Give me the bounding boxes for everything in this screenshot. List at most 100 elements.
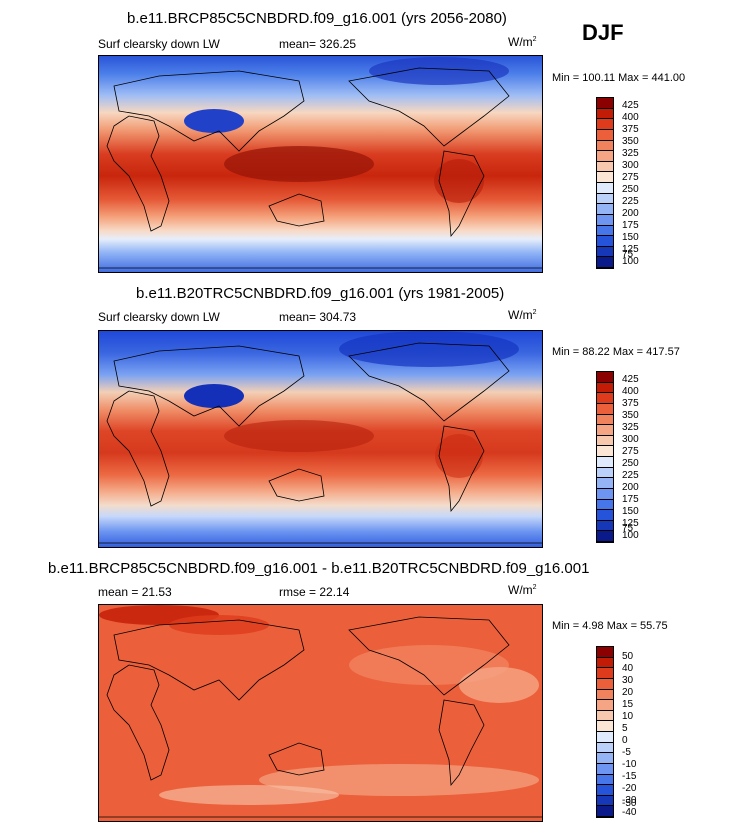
panel1-tick: 325 <box>622 148 639 159</box>
panel3-minmax: Min = 4.98 Max = 55.75 <box>552 620 668 632</box>
panel3-tick: -10 <box>622 759 637 770</box>
panel3-australia <box>268 742 325 776</box>
panel3-map <box>98 604 543 822</box>
panel3-unit: W/m2 <box>508 583 537 597</box>
panel1-tick: 200 <box>622 208 639 219</box>
panel1-coastlines <box>99 67 542 269</box>
colorbar-segment <box>597 236 613 247</box>
panel3-south-america <box>438 699 485 787</box>
panel3-colorbar <box>596 646 614 818</box>
colorbar-segment <box>597 414 613 426</box>
panel2-tick: 225 <box>622 470 639 481</box>
colorbar-segment <box>597 678 613 690</box>
colorbar-segment <box>597 403 613 415</box>
colorbar-segment <box>597 140 613 152</box>
panel3-north-america <box>348 616 510 696</box>
panel1-map <box>98 55 543 273</box>
panel1-south-america <box>438 150 485 238</box>
colorbar-segment <box>597 382 613 394</box>
panel2-title: b.e11.B20TRC5CNBDRD.f09_g16.001 (yrs 198… <box>136 285 505 302</box>
colorbar-segment <box>597 510 613 521</box>
panel3-tick: -15 <box>622 771 637 782</box>
panel1-title: b.e11.BRCP85C5CNBDRD.f09_g16.001 (yrs 20… <box>127 10 507 27</box>
panel2-tick: 425 <box>622 374 639 385</box>
panel1-colorbar <box>596 97 614 269</box>
panel2-tick: 75 <box>622 523 634 535</box>
colorbar-segment <box>597 689 613 701</box>
panel3-tick: 50 <box>622 651 634 662</box>
colorbar-segment <box>597 700 613 711</box>
panel2-arctic-cold <box>339 331 519 367</box>
panel2-tick: 375 <box>622 398 639 409</box>
panel3-rmse-label: rmse = 22.14 <box>279 585 350 599</box>
colorbar-segment <box>597 161 613 173</box>
colorbar-segment <box>597 785 613 796</box>
panel1-arctic-cold <box>369 57 509 85</box>
colorbar-segment <box>597 763 613 775</box>
panel1-tick: 175 <box>622 220 639 231</box>
panel1-tick: 375 <box>622 124 639 135</box>
panel1-tick: 250 <box>622 184 639 195</box>
colorbar-segment <box>597 435 613 447</box>
colorbar-segment <box>597 108 613 120</box>
panel3-eurasia <box>113 619 305 701</box>
panel3-tick: 15 <box>622 699 634 710</box>
colorbar-segment <box>597 721 613 732</box>
colorbar-segment <box>597 806 613 817</box>
panel1-warm-pool <box>224 146 374 182</box>
colorbar-segment <box>597 710 613 722</box>
panel2-mean-label: mean= 304.73 <box>279 310 357 324</box>
colorbar-segment <box>597 393 613 404</box>
panel3-tick: -20 <box>622 783 637 794</box>
colorbar-segment <box>597 151 613 162</box>
colorbar-segment <box>597 214 613 226</box>
panel1-tick: 150 <box>622 232 639 243</box>
colorbar-segment <box>597 774 613 786</box>
colorbar-segment <box>597 499 613 511</box>
panel2-amazon-warm <box>435 434 483 478</box>
panel1-tick: 225 <box>622 196 639 207</box>
panel2-unit: W/m2 <box>508 308 537 322</box>
panel2-tick: 325 <box>622 422 639 433</box>
panel2-tick: 100 <box>622 530 639 541</box>
colorbar-segment <box>597 193 613 205</box>
panel2-tibet-cold <box>184 384 244 408</box>
colorbar-segment <box>597 732 613 743</box>
panel3-title: b.e11.BRCP85C5CNBDRD.f09_g16.001 - b.e11… <box>48 560 590 577</box>
colorbar-segment <box>597 119 613 130</box>
panel1-tick: 425 <box>622 100 639 111</box>
colorbar-segment <box>597 795 613 807</box>
panel2-tick: 125 <box>622 518 639 529</box>
panel3-tick: 20 <box>622 687 634 698</box>
panel1-eurasia <box>113 70 305 152</box>
colorbar-segment <box>597 531 613 542</box>
panel2-colorbar <box>596 371 614 543</box>
panel3-tick: -50 <box>622 798 637 810</box>
colorbar-segment <box>597 446 613 457</box>
colorbar-segment <box>597 467 613 479</box>
panel2-tick: 400 <box>622 386 639 397</box>
season-label: DJF <box>582 20 624 45</box>
panel1-map-svg <box>99 56 542 272</box>
panel3-tick: -5 <box>622 747 631 758</box>
panel2-tick: 200 <box>622 482 639 493</box>
panel3-siberia-warm <box>169 615 269 635</box>
panel1-australia <box>268 193 325 227</box>
panel2-tick: 350 <box>622 410 639 421</box>
panel1-africa <box>106 115 170 232</box>
panel2-tick: 250 <box>622 458 639 469</box>
colorbar-segment <box>597 372 613 383</box>
panel1-minmax: Min = 100.11 Max = 441.00 <box>552 72 686 84</box>
panel1-tick: 400 <box>622 112 639 123</box>
panel3-tick: -40 <box>622 807 637 818</box>
panel1-mean-label: mean= 326.25 <box>279 37 357 51</box>
panel3-tick: 40 <box>622 663 634 674</box>
panel1-tibet-cold <box>184 109 244 133</box>
panel3-map-svg <box>99 605 542 821</box>
panel2-tick: 175 <box>622 494 639 505</box>
colorbar-segment <box>597 129 613 141</box>
panel1-amazon-warm <box>434 159 484 203</box>
colorbar-segment <box>597 753 613 764</box>
panel2-south-america <box>438 425 485 513</box>
panel1-tick: 300 <box>622 160 639 171</box>
